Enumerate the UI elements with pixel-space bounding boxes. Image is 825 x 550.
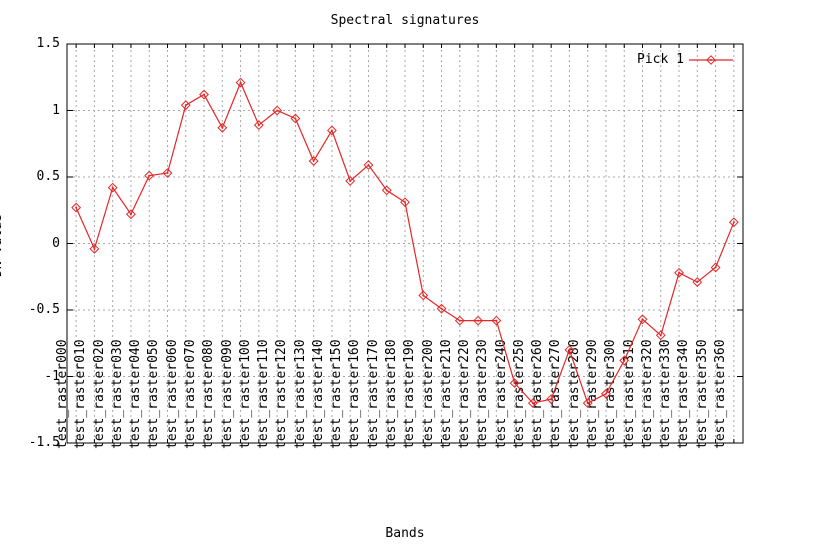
plot-area[interactable] — [67, 44, 743, 443]
legend-line-sample-icon — [688, 55, 733, 65]
y-tick-label: 0 — [52, 235, 60, 251]
y-tick-label: -1.5 — [28, 435, 60, 450]
y-tick-label: -1 — [44, 368, 60, 384]
y-tick-label: 1.5 — [36, 36, 60, 51]
y-tick-label: 1 — [52, 102, 60, 118]
y-tick-label: -0.5 — [28, 302, 60, 317]
legend-series-label: Pick 1 — [637, 52, 684, 67]
x-axis-label: Bands — [385, 526, 425, 541]
chart-title: Spectral signatures — [330, 13, 480, 28]
y-tick-label: 0.5 — [36, 169, 60, 184]
legend: Pick 1 — [637, 53, 734, 67]
